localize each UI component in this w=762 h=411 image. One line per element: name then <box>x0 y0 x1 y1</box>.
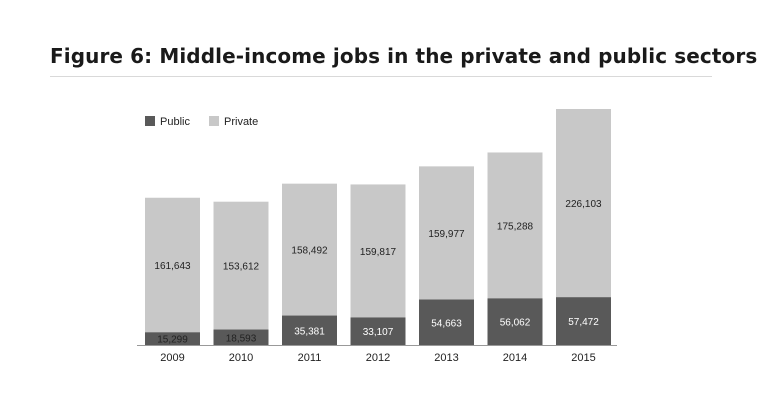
bar-private-2009 <box>145 197 200 333</box>
title-divider <box>50 76 712 77</box>
x-tick-label-2009: 2009 <box>160 352 184 364</box>
bar-private-2013 <box>419 166 474 300</box>
data-label-private-2013: 159,977 <box>428 229 465 240</box>
bar-public-2012 <box>350 317 406 345</box>
x-tick-label-2014: 2014 <box>503 352 527 364</box>
x-tick-label-2013: 2013 <box>434 352 458 364</box>
data-label-public-2013: 54,663 <box>431 318 462 329</box>
x-tick-label-2015: 2015 <box>571 352 595 364</box>
bar-public-2014 <box>487 298 543 345</box>
bar-private-2011 <box>282 183 337 316</box>
data-label-public-2015: 57,472 <box>568 317 599 328</box>
legend-label-private: Private <box>224 116 258 128</box>
data-label-public-2009: 15,299 <box>157 335 188 346</box>
data-label-private-2011: 158,492 <box>291 246 328 257</box>
data-label-public-2010: 18,593 <box>226 333 257 344</box>
legend-swatch-public <box>145 116 155 126</box>
x-tick-label-2010: 2010 <box>229 352 253 364</box>
legend-label-public: Public <box>160 116 190 128</box>
bar-public-2010 <box>213 329 269 345</box>
bar-private-2014 <box>487 152 543 299</box>
data-label-public-2011: 35,381 <box>294 326 325 337</box>
x-tick-label-2012: 2012 <box>366 352 390 364</box>
data-label-public-2012: 33,107 <box>363 327 394 338</box>
bar-public-2009 <box>145 332 200 345</box>
bar-public-2011 <box>282 315 337 345</box>
data-label-private-2015: 226,103 <box>565 199 602 210</box>
legend-swatch-private <box>209 116 219 126</box>
bar-public-2015 <box>556 297 611 345</box>
data-label-private-2012: 159,817 <box>360 247 397 258</box>
data-label-public-2014: 56,062 <box>500 318 531 329</box>
data-label-private-2009: 161,643 <box>154 261 191 272</box>
bar-public-2013 <box>419 299 474 345</box>
chart-title: Figure 6: Middle-income jobs in the priv… <box>50 44 758 68</box>
data-label-private-2010: 153,612 <box>223 262 260 273</box>
bar-private-2012 <box>350 184 406 318</box>
x-tick-label-2011: 2011 <box>298 352 322 364</box>
bar-private-2015 <box>556 109 611 298</box>
data-label-private-2014: 175,288 <box>497 221 534 232</box>
bar-private-2010 <box>213 201 269 330</box>
